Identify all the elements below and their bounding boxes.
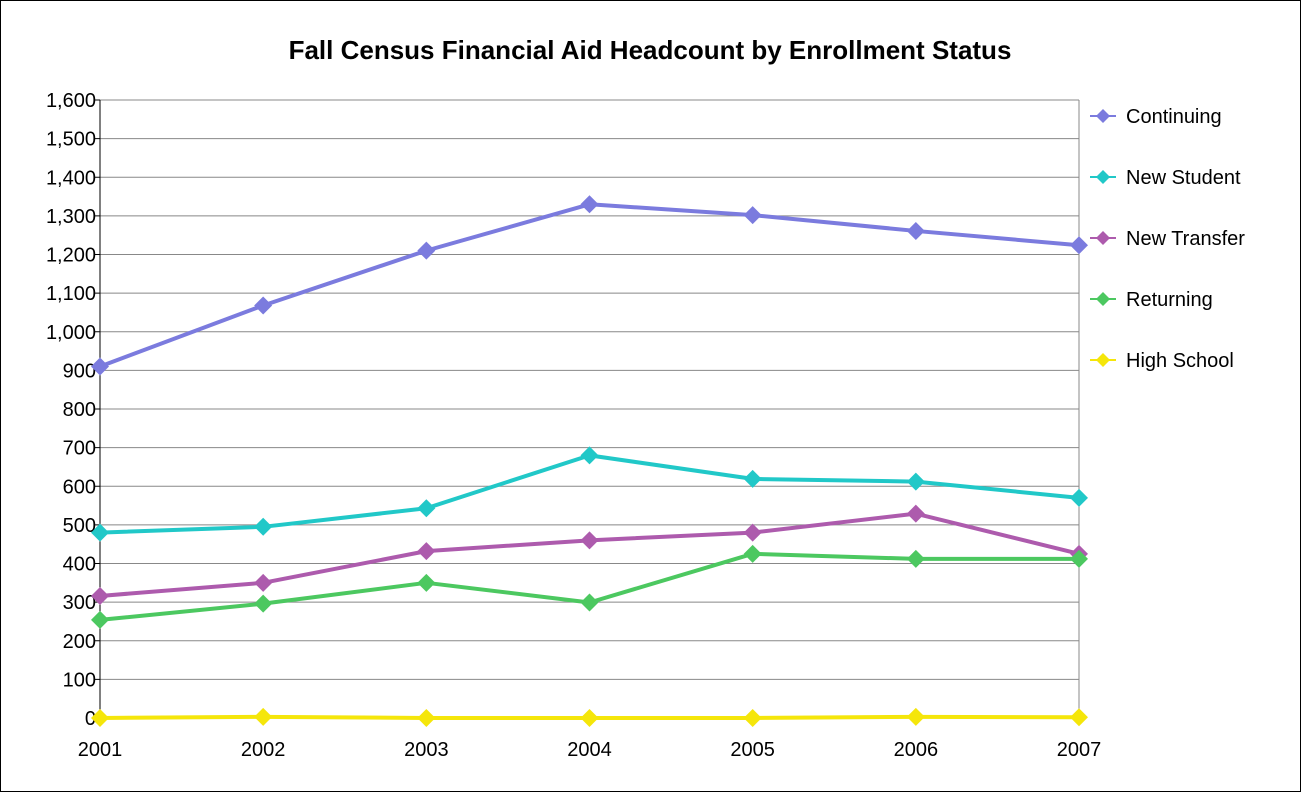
data-point	[743, 206, 762, 225]
y-tick-label: 1,600	[46, 90, 96, 112]
data-point	[743, 709, 762, 727]
axes: 0 100 200 300 400 500 600 700 800 900 1,000 1,100 1,…	[46, 90, 1101, 761]
legend-swatch-marker	[1096, 231, 1110, 245]
series-returning	[91, 544, 1088, 629]
y-tick-label: 1,300	[46, 206, 96, 228]
series-new-transfer	[91, 504, 1088, 605]
data-point	[91, 709, 109, 727]
data-point	[906, 707, 925, 726]
y-tick-label: 1,500	[46, 129, 96, 151]
y-tick-label: 300	[63, 592, 96, 614]
y-tick-label: 1,000	[46, 322, 96, 344]
legend-swatch-marker	[1096, 292, 1110, 306]
data-point	[743, 544, 762, 563]
data-point	[906, 504, 925, 523]
data-point	[1070, 549, 1088, 568]
y-tick-label: 800	[63, 399, 96, 421]
data-point	[580, 195, 599, 214]
y-tick-label: 900	[63, 360, 96, 382]
data-point	[580, 709, 599, 727]
data-point	[417, 709, 436, 727]
y-tick-label: 1,200	[46, 245, 96, 267]
y-tick-label: 1,100	[46, 283, 96, 305]
data-point	[1070, 488, 1088, 507]
data-point	[580, 531, 599, 550]
gridlines	[100, 99, 1080, 718]
x-tick-label: 2004	[567, 739, 612, 761]
data-point	[254, 296, 273, 315]
legend-label: Continuing	[1126, 106, 1222, 128]
data-point	[1070, 708, 1088, 727]
x-tick-label: 2005	[730, 739, 775, 761]
data-point	[906, 472, 925, 491]
y-tick-label: 400	[63, 554, 96, 576]
series-line	[99, 453, 1080, 535]
legend-label: High School	[1126, 350, 1234, 372]
legend-label: Returning	[1126, 289, 1213, 311]
data-point	[417, 573, 436, 592]
data-point	[906, 221, 925, 240]
data-point	[580, 446, 599, 465]
data-point	[254, 707, 273, 726]
data-point	[91, 586, 109, 605]
data-point	[417, 499, 436, 518]
data-point	[1070, 236, 1088, 255]
x-tick-label: 2001	[78, 739, 123, 761]
x-tick-label: 2007	[1057, 739, 1102, 761]
y-tick-label: 600	[63, 476, 96, 498]
legend-label: New Transfer	[1126, 228, 1245, 250]
legend-item-new-student: New Student	[1090, 167, 1241, 189]
series-continuing	[91, 195, 1088, 376]
data-point	[91, 523, 109, 542]
legend-swatch-marker	[1096, 170, 1110, 184]
data-point	[254, 517, 273, 536]
legend-item-returning: Returning	[1090, 289, 1213, 311]
data-point	[580, 593, 599, 612]
legend-swatch-marker	[1096, 353, 1110, 367]
series-line	[99, 202, 1080, 369]
legend-swatch-marker	[1096, 109, 1110, 123]
data-point	[91, 610, 109, 629]
data-point	[254, 594, 273, 613]
data-point	[906, 549, 925, 568]
legend: Continuing New Student New Transfer Returni…	[1090, 106, 1245, 372]
y-tick-label: 200	[63, 631, 96, 653]
data-point	[743, 469, 762, 488]
data-point	[417, 241, 436, 260]
legend-label: New Student	[1126, 167, 1241, 189]
y-tick-label: 0	[85, 708, 96, 730]
data-point	[91, 357, 109, 376]
y-tick-label: 500	[63, 515, 96, 537]
x-tick-label: 2003	[404, 739, 449, 761]
series-new-student	[91, 446, 1088, 542]
data-point	[743, 523, 762, 542]
x-tick-label: 2006	[894, 739, 939, 761]
series-lines	[91, 195, 1088, 727]
legend-item-continuing: Continuing	[1090, 106, 1222, 128]
y-tick-label: 1,400	[46, 167, 96, 189]
chart-title: Fall Census Financial Aid Headcount by E…	[289, 35, 1012, 65]
x-tick-label: 2002	[241, 739, 286, 761]
data-point	[417, 542, 436, 561]
y-tick-label: 100	[63, 669, 96, 691]
data-point	[254, 573, 273, 592]
legend-item-new-transfer: New Transfer	[1090, 228, 1245, 250]
y-tick-label: 700	[63, 438, 96, 460]
legend-item-high-school: High School	[1090, 350, 1234, 372]
series-high-school	[91, 707, 1088, 727]
